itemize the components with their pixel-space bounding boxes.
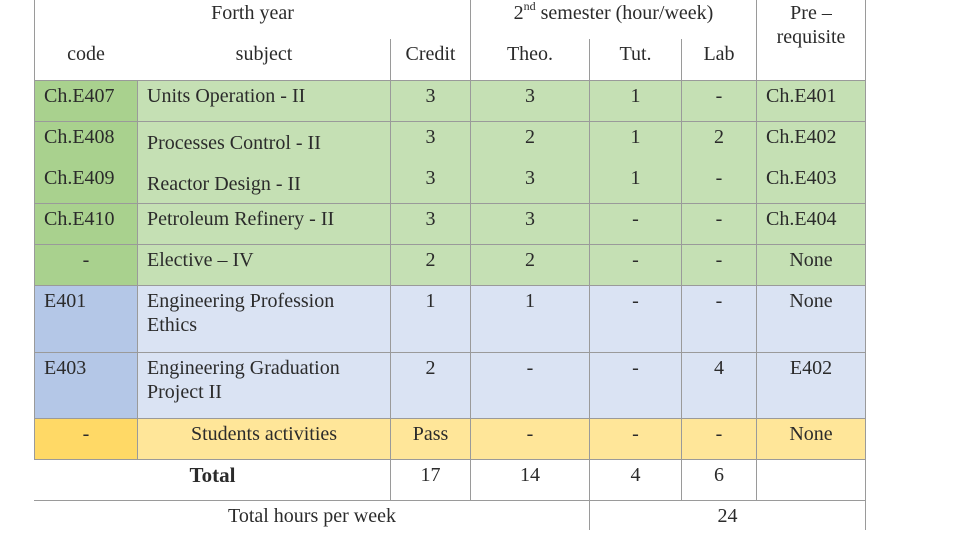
course-code: E403	[34, 352, 138, 419]
course-prereq: Ch.E403	[756, 162, 866, 204]
year-title-cell: Forth year	[34, 0, 471, 39]
table-row: E401 Engineering Profession Ethics 1 1 -…	[34, 285, 866, 353]
semester-number: 2	[513, 2, 524, 24]
col-header-lab: Lab	[681, 38, 757, 81]
course-code: -	[34, 418, 138, 460]
semester-suffix: nd	[523, 0, 536, 13]
course-code: Ch.E408	[34, 121, 138, 163]
course-subject-line2: Project II	[147, 381, 222, 403]
course-theo: 3	[470, 203, 590, 245]
semester-header-cell: 2nd semester (hour/week)	[470, 0, 757, 39]
course-credit: 2	[390, 244, 471, 286]
course-tut: -	[589, 285, 682, 353]
course-lab: 2	[681, 121, 757, 163]
course-subject: Engineering Profession Ethics	[137, 285, 391, 353]
course-subject: Reactor Design - II	[137, 162, 391, 204]
course-tut: -	[589, 203, 682, 245]
course-schedule-table: Forth year 2nd semester (hour/week) Pre …	[34, 0, 866, 530]
total-prereq-empty	[756, 459, 866, 501]
course-theo: 2	[470, 244, 590, 286]
course-theo: 1	[470, 285, 590, 353]
course-credit: 3	[390, 203, 471, 245]
course-prereq: None	[756, 285, 866, 353]
table-row: Ch.E407 Units Operation - II 3 3 1 - Ch.…	[34, 80, 866, 122]
course-credit: 3	[390, 162, 471, 204]
course-prereq: None	[756, 418, 866, 460]
col-header-tut: Tut.	[589, 38, 682, 81]
course-credit: 2	[390, 352, 471, 419]
hours-row: Total hours per week 24	[34, 500, 866, 530]
course-tut: 1	[589, 162, 682, 204]
total-tut: 4	[589, 459, 682, 501]
hours-label: Total hours per week	[34, 500, 590, 530]
course-code: Ch.E409	[34, 162, 138, 204]
course-subject: Processes Control - II	[137, 121, 391, 163]
table-row: Ch.E409 Reactor Design - II 3 3 1 - Ch.E…	[34, 162, 866, 204]
course-prereq: Ch.E404	[756, 203, 866, 245]
table-row: Ch.E408 Processes Control - II 3 2 1 2 C…	[34, 121, 866, 163]
table-row: E403 Engineering Graduation Project II 2…	[34, 352, 866, 419]
col-header-subject: subject	[137, 38, 391, 81]
course-prereq: Ch.E402	[756, 121, 866, 163]
course-subject: Petroleum Refinery - II	[137, 203, 391, 245]
year-title: Forth year	[211, 2, 294, 24]
course-lab: -	[681, 244, 757, 286]
course-credit: 1	[390, 285, 471, 353]
course-lab: -	[681, 162, 757, 204]
course-credit: 3	[390, 80, 471, 122]
course-code: Ch.E407	[34, 80, 138, 122]
course-lab: -	[681, 418, 757, 460]
course-lab: -	[681, 203, 757, 245]
course-subject-line1: Engineering Profession	[147, 290, 335, 312]
semester-label: semester (hour/week)	[535, 2, 714, 24]
course-subject-line2: Ethics	[147, 314, 197, 336]
course-subject: Students activities	[137, 418, 391, 460]
total-theo: 14	[470, 459, 590, 501]
col-header-credit: Credit	[390, 38, 471, 81]
course-subject-line1: Engineering Graduation	[147, 357, 340, 379]
course-credit: Pass	[390, 418, 471, 460]
table-row: - Elective – IV 2 2 - - None	[34, 244, 866, 286]
course-theo: -	[470, 352, 590, 419]
prerequisite-header-line1: Pre –	[790, 2, 832, 24]
total-row: Total 17 14 4 6	[34, 459, 866, 501]
course-code: -	[34, 244, 138, 286]
course-tut: 1	[589, 121, 682, 163]
course-credit: 3	[390, 121, 471, 163]
course-theo: 3	[470, 162, 590, 204]
course-prereq: E402	[756, 352, 866, 419]
total-lab: 6	[681, 459, 757, 501]
course-tut: -	[589, 352, 682, 419]
course-tut: 1	[589, 80, 682, 122]
course-theo: -	[470, 418, 590, 460]
course-code: E401	[34, 285, 138, 353]
course-theo: 2	[470, 121, 590, 163]
course-lab: -	[681, 80, 757, 122]
total-label-cell: Total	[34, 459, 391, 501]
col-header-code: code	[34, 38, 138, 81]
course-tut: -	[589, 244, 682, 286]
course-tut: -	[589, 418, 682, 460]
course-subject: Units Operation - II	[137, 80, 391, 122]
course-code: Ch.E410	[34, 203, 138, 245]
total-credit: 17	[390, 459, 471, 501]
header-row-1: Forth year 2nd semester (hour/week) Pre …	[34, 0, 866, 81]
table-row: - Students activities Pass - - - None	[34, 418, 866, 460]
prerequisite-header-line2: requisite	[776, 26, 846, 48]
prerequisite-header: Pre – requisite	[756, 0, 866, 81]
course-subject: Engineering Graduation Project II	[137, 352, 391, 419]
header-row-2: code subject Credit Theo. Tut. Lab	[34, 38, 866, 81]
course-prereq: None	[756, 244, 866, 286]
course-prereq: Ch.E401	[756, 80, 866, 122]
course-lab: -	[681, 285, 757, 353]
course-subject: Elective – IV	[137, 244, 391, 286]
total-label: Total	[189, 463, 236, 487]
table-row: Ch.E410 Petroleum Refinery - II 3 3 - - …	[34, 203, 866, 245]
col-header-theo: Theo.	[470, 38, 590, 81]
course-theo: 3	[470, 80, 590, 122]
course-lab: 4	[681, 352, 757, 419]
hours-value: 24	[589, 500, 866, 530]
